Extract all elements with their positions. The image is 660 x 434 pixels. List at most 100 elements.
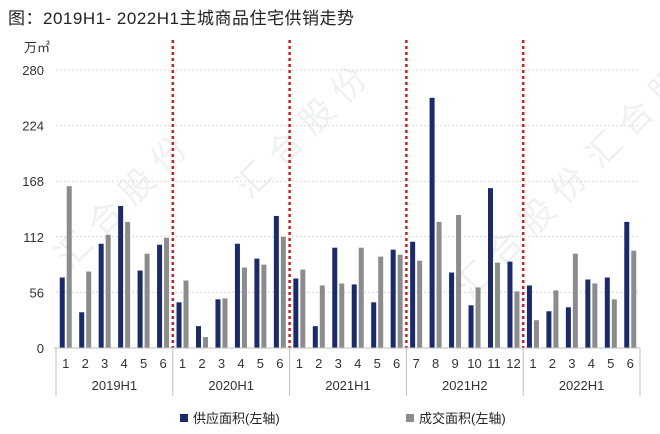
bar-sales <box>417 260 423 348</box>
x-tick-label: 12 <box>506 356 520 371</box>
bar-supply <box>312 326 318 348</box>
bar-sales <box>300 269 306 348</box>
bar-sales <box>514 291 520 348</box>
bars <box>59 97 637 348</box>
bar-supply <box>273 215 279 348</box>
bar-sales <box>105 234 111 348</box>
x-tick-label: 6 <box>159 356 166 371</box>
x-tick-label: 5 <box>257 356 264 371</box>
group-label: 2020H1 <box>208 378 254 393</box>
y-tick-label: 168 <box>22 174 44 189</box>
legend-item-supply: 供应面积(左轴) <box>180 408 280 427</box>
x-tick-label: 11 <box>487 356 501 371</box>
x-tick-label: 2 <box>82 356 89 371</box>
bar-supply <box>215 299 221 348</box>
x-tick-label: 2 <box>198 356 205 371</box>
legend-swatch-sales <box>406 413 414 422</box>
x-tick-label: 10 <box>467 356 481 371</box>
bar-supply <box>468 305 474 348</box>
bar-supply <box>196 326 201 348</box>
bar-sales <box>611 299 617 348</box>
x-tick-label: 1 <box>62 356 69 371</box>
group-label: 2022H1 <box>559 378 605 393</box>
x-tick-label: 7 <box>413 356 420 371</box>
bar-sales <box>631 250 637 348</box>
x-tick-label: 2 <box>549 356 556 371</box>
x-tick-label: 3 <box>101 356 108 371</box>
x-tick-label: 4 <box>588 356 595 371</box>
bar-supply <box>410 241 416 348</box>
x-tick-label: 6 <box>393 356 400 371</box>
x-tick-label: 1 <box>296 356 303 371</box>
bar-supply <box>390 249 396 348</box>
group-label: 2021H2 <box>442 378 488 393</box>
bar-supply <box>118 206 124 348</box>
bar-sales <box>378 256 384 348</box>
bar-supply <box>429 97 435 348</box>
bar-supply <box>234 243 240 348</box>
bar-sales <box>475 287 481 348</box>
y-axis-unit: 万㎡ <box>24 40 50 55</box>
x-tick-label: 9 <box>451 356 458 371</box>
y-tick-label: 224 <box>22 119 44 134</box>
x-tick-label: 3 <box>568 356 575 371</box>
bar-supply <box>604 277 610 348</box>
bar-sales <box>572 253 578 348</box>
legend-label-sales: 成交面积(左轴) <box>419 411 506 426</box>
bar-supply <box>585 279 591 348</box>
bar-sales <box>553 290 559 348</box>
bar-supply <box>157 244 163 348</box>
bar-supply <box>176 302 182 348</box>
x-tick-label: 3 <box>335 356 342 371</box>
bar-supply <box>488 188 493 348</box>
x-tick-label: 4 <box>354 356 361 371</box>
y-tick-label: 0 <box>37 341 44 356</box>
bar-supply <box>546 311 552 348</box>
x-tick-label: 8 <box>432 356 439 371</box>
bar-sales <box>164 237 170 348</box>
x-tick-label: 4 <box>121 356 128 371</box>
chart-title: 图：2019H1- 2022H1主城商品住宅供销走势 <box>8 9 355 28</box>
bar-supply <box>59 277 65 348</box>
bar-sales <box>280 236 286 348</box>
x-tick-label: 3 <box>218 356 225 371</box>
x-tick-label: 6 <box>627 356 634 371</box>
bar-sales <box>66 186 72 348</box>
bar-sales <box>436 221 442 348</box>
bar-supply <box>137 270 143 348</box>
watermark-text: 汇 合 股 份 <box>228 59 375 206</box>
bar-sales <box>358 247 364 348</box>
bar-sales <box>397 254 403 348</box>
bar-supply <box>98 243 104 348</box>
bar-sales <box>339 283 345 348</box>
y-tick-label: 112 <box>23 230 44 245</box>
bar-sales <box>592 283 598 348</box>
y-tick-label: 56 <box>30 285 44 300</box>
x-tick-label: 5 <box>607 356 614 371</box>
bar-supply <box>254 258 260 348</box>
bar-sales <box>319 285 325 348</box>
x-tick-label: 4 <box>237 356 244 371</box>
x-tick-label: 1 <box>529 356 536 371</box>
bar-sales <box>125 221 131 348</box>
watermark: 汇 合 股 份汇 合 股 份汇 合 股 份汇 合 股 份 <box>48 29 660 306</box>
legend-label-supply: 供应面积(左轴) <box>193 411 280 426</box>
bar-sales <box>183 280 189 348</box>
bar-sales <box>456 214 462 348</box>
bar-supply <box>507 261 513 348</box>
bar-supply <box>79 312 85 348</box>
bar-sales <box>495 262 500 348</box>
bar-supply <box>449 272 455 348</box>
bar-sales <box>86 271 92 348</box>
bar-sales <box>203 337 208 348</box>
bar-supply <box>293 278 299 348</box>
legend-swatch-supply <box>180 413 188 422</box>
bar-supply <box>351 284 357 348</box>
x-tick-label: 5 <box>374 356 381 371</box>
bar-sales <box>222 298 228 348</box>
bar-sales <box>241 267 247 348</box>
y-tick-label: 280 <box>22 63 44 78</box>
legend-item-sales: 成交面积(左轴) <box>406 408 506 427</box>
bar-supply <box>565 307 571 348</box>
bar-sales <box>261 264 267 348</box>
